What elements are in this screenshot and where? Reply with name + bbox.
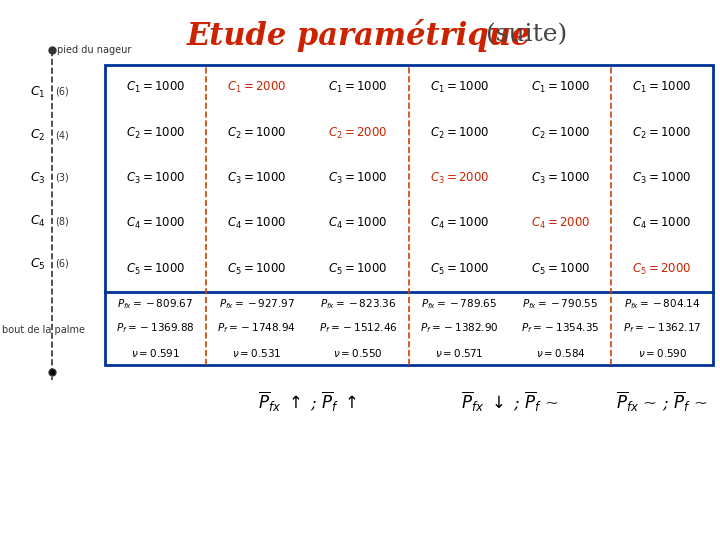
- Text: $C_5=1000$: $C_5=1000$: [227, 262, 287, 277]
- Text: $C_5=1000$: $C_5=1000$: [126, 262, 185, 277]
- Text: (8): (8): [55, 216, 68, 226]
- Text: $P_{fx}=-927.97$: $P_{fx}=-927.97$: [219, 297, 294, 311]
- Text: $C_4=1000$: $C_4=1000$: [430, 217, 489, 232]
- Text: $C_4=1000$: $C_4=1000$: [632, 217, 692, 232]
- Text: $\nu=0.531$: $\nu=0.531$: [232, 347, 282, 359]
- Text: (suite): (suite): [478, 24, 567, 46]
- Text: $\nu=0.550$: $\nu=0.550$: [333, 347, 383, 359]
- Text: $C_4$: $C_4$: [30, 213, 45, 228]
- Text: $C_1=1000$: $C_1=1000$: [126, 80, 185, 95]
- Text: bout de la palme: bout de la palme: [2, 325, 85, 335]
- Text: $P_f=-1369.88$: $P_f=-1369.88$: [116, 322, 194, 335]
- Text: $C_2=1000$: $C_2=1000$: [126, 126, 185, 140]
- Text: $\nu=0.590$: $\nu=0.590$: [637, 347, 686, 359]
- Text: $C_3=1000$: $C_3=1000$: [632, 171, 692, 186]
- Text: $P_{fx}=-823.36$: $P_{fx}=-823.36$: [320, 297, 396, 311]
- Text: $P_f=-1354.35$: $P_f=-1354.35$: [521, 322, 600, 335]
- Text: $\overline{P}_{fx}$ ~ ; $\overline{P}_f$ ~: $\overline{P}_{fx}$ ~ ; $\overline{P}_f$…: [616, 390, 708, 414]
- Text: $C_1=1000$: $C_1=1000$: [531, 80, 590, 95]
- Text: $C_3=1000$: $C_3=1000$: [531, 171, 590, 186]
- Text: $P_{fx}=-809.67$: $P_{fx}=-809.67$: [117, 297, 194, 311]
- Text: (6): (6): [55, 87, 68, 97]
- Text: $C_4=2000$: $C_4=2000$: [531, 217, 590, 232]
- Text: $C_5$: $C_5$: [30, 256, 45, 272]
- Text: $\nu=0.571$: $\nu=0.571$: [435, 347, 484, 359]
- Text: $C_2=2000$: $C_2=2000$: [328, 126, 387, 140]
- Text: $C_2=1000$: $C_2=1000$: [430, 126, 489, 140]
- Text: $C_2=1000$: $C_2=1000$: [632, 126, 692, 140]
- Text: $\nu=0.584$: $\nu=0.584$: [536, 347, 585, 359]
- Text: $C_1=1000$: $C_1=1000$: [430, 80, 489, 95]
- FancyBboxPatch shape: [104, 65, 713, 365]
- Text: $C_1=2000$: $C_1=2000$: [227, 80, 287, 95]
- Text: Etude paramétrique: Etude paramétrique: [186, 18, 531, 51]
- Text: $C_1$: $C_1$: [30, 84, 45, 99]
- Text: $C_5=1000$: $C_5=1000$: [328, 262, 387, 277]
- Text: $C_3$: $C_3$: [30, 171, 45, 186]
- Text: $P_{fx}=-804.14$: $P_{fx}=-804.14$: [624, 297, 701, 311]
- Text: $P_f=-1382.90$: $P_f=-1382.90$: [420, 322, 499, 335]
- Text: $\nu=0.591$: $\nu=0.591$: [131, 347, 180, 359]
- Text: $C_3=1000$: $C_3=1000$: [328, 171, 387, 186]
- Text: $\overline{P}_{fx}$ $\uparrow$ ; $\overline{P}_f$ $\uparrow$: $\overline{P}_{fx}$ $\uparrow$ ; $\overl…: [258, 390, 357, 414]
- Text: $C_4=1000$: $C_4=1000$: [328, 217, 387, 232]
- Text: pied du nageur: pied du nageur: [57, 45, 131, 55]
- Text: $P_f=-1362.17$: $P_f=-1362.17$: [623, 322, 701, 335]
- Text: (4): (4): [55, 130, 68, 140]
- Text: $C_1=1000$: $C_1=1000$: [632, 80, 692, 95]
- Text: $C_1=1000$: $C_1=1000$: [328, 80, 387, 95]
- Text: $C_5=1000$: $C_5=1000$: [430, 262, 489, 277]
- Text: $P_{fx}=-789.65$: $P_{fx}=-789.65$: [421, 297, 498, 311]
- Text: $C_3=1000$: $C_3=1000$: [126, 171, 185, 186]
- Text: $C_2=1000$: $C_2=1000$: [227, 126, 287, 140]
- Text: $C_4=1000$: $C_4=1000$: [126, 217, 185, 232]
- Text: $\overline{P}_{fx}$ $\downarrow$ ; $\overline{P}_f$ ~: $\overline{P}_{fx}$ $\downarrow$ ; $\ove…: [461, 390, 559, 414]
- Text: (6): (6): [55, 259, 68, 269]
- Text: $C_5=1000$: $C_5=1000$: [531, 262, 590, 277]
- Text: $P_f=-1748.94$: $P_f=-1748.94$: [217, 322, 296, 335]
- Text: $P_f=-1512.46$: $P_f=-1512.46$: [318, 322, 397, 335]
- Text: $C_3=2000$: $C_3=2000$: [430, 171, 489, 186]
- Text: (3): (3): [55, 173, 68, 183]
- Text: $C_5=2000$: $C_5=2000$: [632, 262, 692, 277]
- Text: $C_4=1000$: $C_4=1000$: [227, 217, 287, 232]
- Text: $C_2$: $C_2$: [30, 127, 45, 143]
- Text: $C_2=1000$: $C_2=1000$: [531, 126, 590, 140]
- Text: $P_{fx}=-790.55$: $P_{fx}=-790.55$: [523, 297, 599, 311]
- Text: $C_3=1000$: $C_3=1000$: [227, 171, 287, 186]
